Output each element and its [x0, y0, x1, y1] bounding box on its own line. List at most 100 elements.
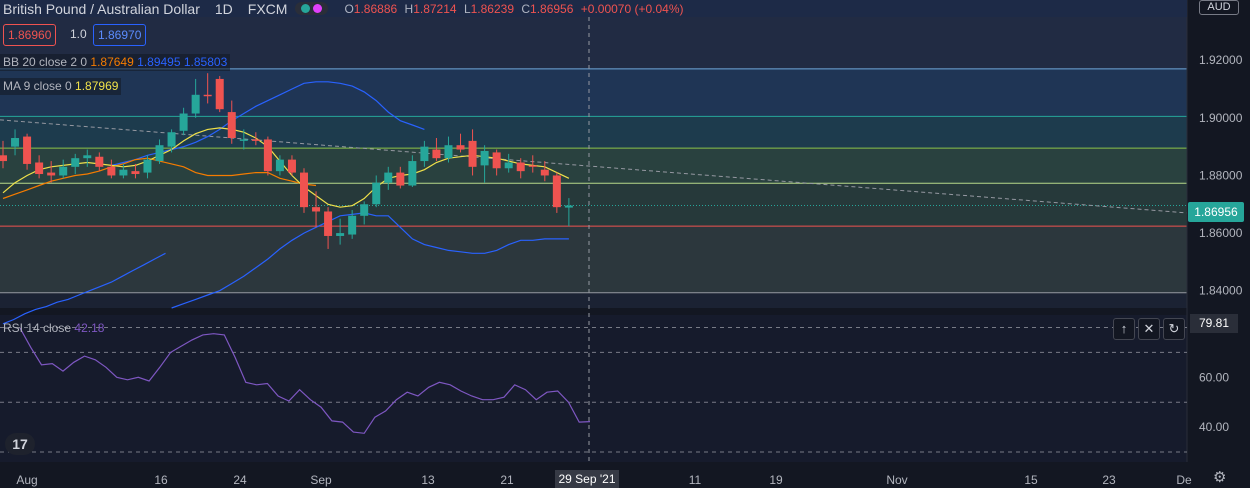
ohlc-values: O1.86886 H1.87214 L1.86239 C1.86956 +0.0…	[344, 2, 687, 16]
candle-body	[143, 159, 152, 173]
x-tick-label: 15	[1024, 473, 1038, 487]
time-axis-bg	[0, 462, 1250, 488]
candle-body	[107, 166, 116, 176]
candle-body	[227, 112, 236, 139]
low-value: 1.86239	[470, 1, 515, 16]
exchange-label: FXCM	[247, 0, 288, 17]
market-status[interactable]	[295, 2, 329, 15]
candle-body	[528, 165, 537, 167]
fib-zone	[0, 226, 1187, 293]
ma-value: 1.87969	[75, 79, 119, 93]
x-tick-label: De	[1176, 473, 1192, 487]
market-open-icon	[301, 4, 311, 13]
candle-body	[167, 132, 176, 147]
candle-body	[11, 138, 20, 147]
high-value: 1.87214	[413, 1, 457, 16]
candle-body	[504, 162, 513, 169]
low-key: L	[463, 1, 471, 16]
candle-body	[35, 162, 44, 175]
candle-body	[155, 145, 164, 162]
buy-button[interactable]: 1.86970	[93, 24, 147, 46]
candle-body	[47, 172, 56, 176]
candle-body	[239, 139, 248, 141]
interval-label[interactable]: 1D	[214, 0, 233, 17]
bb-lower-line	[171, 212, 569, 309]
candle-body	[492, 152, 501, 169]
candle-body	[360, 204, 369, 216]
currency-selector[interactable]: AUD	[1199, 0, 1239, 15]
candle-body	[516, 162, 525, 172]
data-status-icon	[313, 4, 323, 13]
open-value: 1.86886	[353, 1, 398, 16]
rsi-legend[interactable]: RSI 14 close 42.18	[0, 320, 107, 337]
candle-body	[179, 113, 188, 131]
ma-legend-name: MA 9 close 0	[3, 79, 72, 93]
rsi-legend-name: RSI 14 close	[3, 321, 72, 335]
maximize-pane-button[interactable]: ↻	[1163, 318, 1185, 340]
x-tick-label: 24	[233, 473, 247, 487]
candle-body	[83, 155, 92, 159]
candle-body	[384, 172, 393, 183]
candle-body	[540, 169, 549, 176]
change-value: +0.00070 (+0.04%)	[580, 1, 684, 16]
candle-body	[263, 139, 272, 172]
trend-line	[0, 119, 1188, 214]
y-tick-label: 1.90000	[1199, 111, 1243, 125]
rsi-line	[19, 327, 591, 434]
candle-body	[444, 145, 453, 159]
candle-body	[408, 161, 417, 186]
x-tick-label: 23	[1102, 473, 1116, 487]
tradingview-logo[interactable]: 17	[5, 433, 35, 455]
fib-zone	[0, 68, 1187, 117]
symbol-title: British Pound / Australian Dollar	[3, 0, 200, 17]
bb-legend-name: BB 20 close 2 0	[3, 55, 88, 69]
candle-body	[23, 136, 32, 164]
sell-button[interactable]: 1.86960	[3, 24, 57, 46]
close-pane-button[interactable]: ✕	[1138, 318, 1160, 340]
candle-body	[71, 158, 80, 167]
candle-body	[287, 159, 296, 173]
rsi-scale-tag: 79.81	[1190, 314, 1238, 333]
bb-legend[interactable]: BB 20 close 2 0 1.87649 1.89495 1.85803	[0, 54, 231, 71]
x-tick-label: Aug	[16, 473, 37, 487]
candle-body	[396, 172, 405, 186]
candle-body	[348, 215, 357, 235]
fib-zone	[0, 116, 1187, 149]
gear-icon[interactable]: ⚙	[1213, 469, 1227, 486]
x-tick-label: 19	[769, 473, 783, 487]
candle-body	[480, 150, 489, 166]
y-tick-label: 1.84000	[1199, 284, 1243, 298]
candle-body	[372, 182, 381, 205]
symbol-header: British Pound / Australian Dollar 1D FXC…	[0, 0, 1187, 17]
close-key: C	[521, 1, 531, 16]
candle-body	[131, 171, 140, 175]
ma-legend[interactable]: MA 9 close 0 1.87969	[0, 78, 122, 95]
candle-body	[456, 145, 465, 150]
candle-body	[59, 166, 68, 176]
crosshair-date-label: 29 Sep '21	[555, 470, 619, 488]
candle-body	[324, 211, 333, 236]
rsi-pane-bg	[0, 315, 1187, 462]
candle-body	[203, 94, 212, 97]
fib-zone	[0, 183, 1187, 227]
candle-body	[420, 146, 429, 162]
move-pane-up-button[interactable]: ↑	[1113, 318, 1135, 340]
bb-upper-value: 1.89495	[137, 55, 181, 69]
candle-body	[95, 156, 104, 167]
x-tick-label: Nov	[886, 473, 907, 487]
high-key: H	[404, 1, 414, 16]
bb-lower-value: 1.85803	[183, 55, 228, 69]
bb-upper-line	[111, 81, 425, 166]
candle-body	[432, 149, 441, 159]
x-tick-label: 11	[689, 473, 702, 487]
spread-label: 1.0	[70, 27, 87, 41]
candle-body	[312, 207, 321, 212]
candle-body	[191, 94, 200, 114]
candle-body	[251, 139, 260, 141]
rsi-value: 42.18	[74, 321, 105, 335]
y-tick-label: 1.92000	[1199, 53, 1243, 67]
candle-body	[0, 155, 7, 162]
x-tick-label: 13	[421, 473, 435, 487]
bb-lower-line-early	[2, 252, 166, 325]
